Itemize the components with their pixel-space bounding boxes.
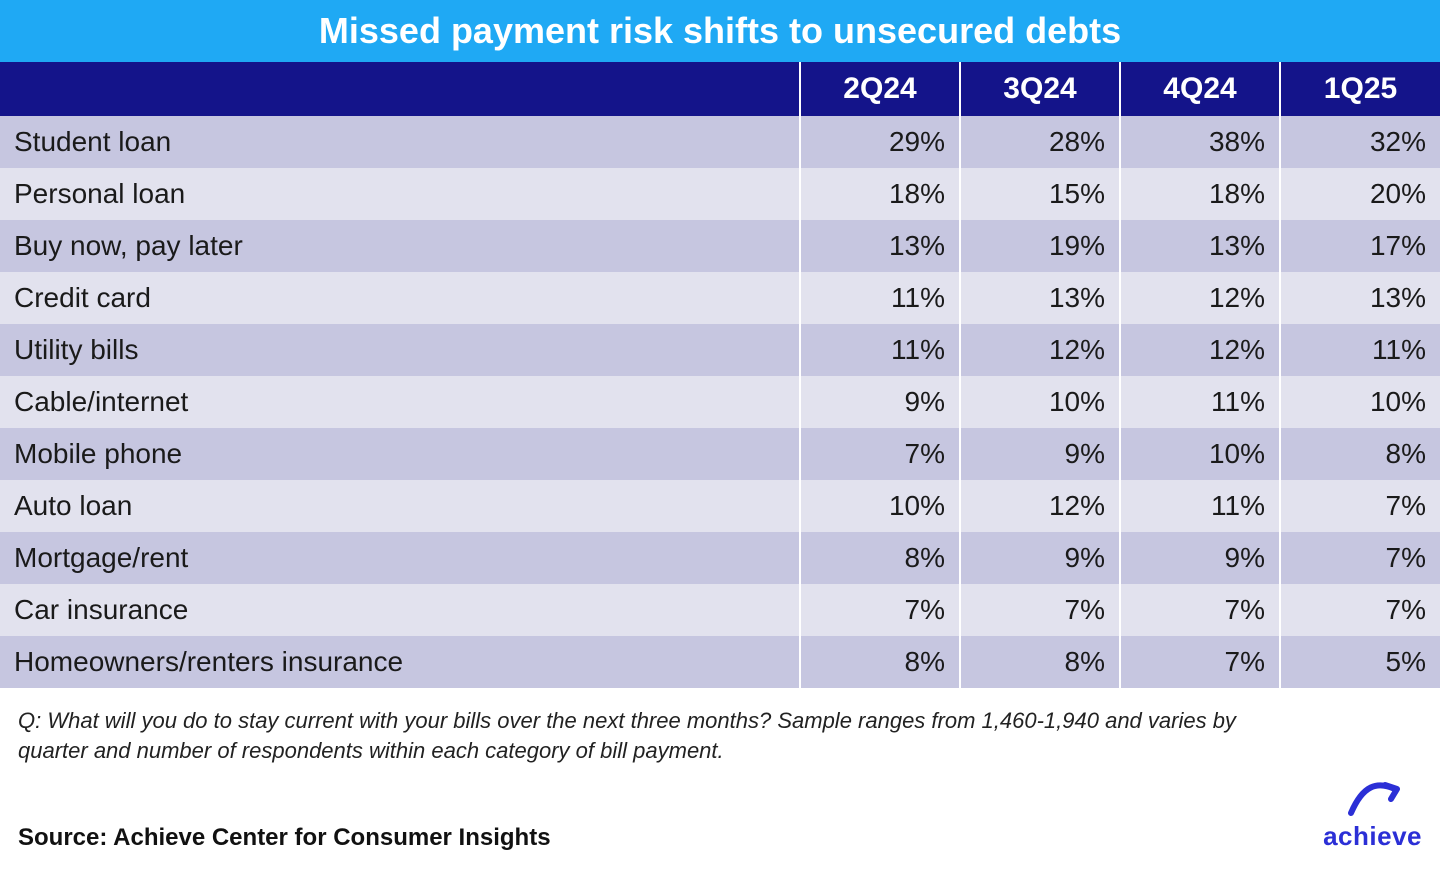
cell-value: 8% [960, 636, 1120, 688]
cell-value: 5% [1280, 636, 1440, 688]
row-label: Buy now, pay later [0, 220, 800, 272]
cell-value: 7% [960, 584, 1120, 636]
cell-value: 18% [800, 168, 960, 220]
row-label: Student loan [0, 116, 800, 168]
cell-value: 13% [1280, 272, 1440, 324]
cell-value: 28% [960, 116, 1120, 168]
table-row: Mobile phone7%9%10%8% [0, 428, 1440, 480]
row-label: Personal loan [0, 168, 800, 220]
row-label: Cable/internet [0, 376, 800, 428]
source-line: Source: Achieve Center for Consumer Insi… [18, 824, 551, 852]
cell-value: 11% [800, 324, 960, 376]
cell-value: 10% [1280, 376, 1440, 428]
table-row: Utility bills11%12%12%11% [0, 324, 1440, 376]
cell-value: 10% [960, 376, 1120, 428]
cell-value: 8% [1280, 428, 1440, 480]
cell-value: 10% [1120, 428, 1280, 480]
table-row: Buy now, pay later13%19%13%17% [0, 220, 1440, 272]
brand-text: achieve [1323, 821, 1422, 852]
table-row: Personal loan18%15%18%20% [0, 168, 1440, 220]
cell-value: 11% [1280, 324, 1440, 376]
table-row: Mortgage/rent8%9%9%7% [0, 532, 1440, 584]
row-label: Homeowners/renters insurance [0, 636, 800, 688]
header-row: 2Q24 3Q24 4Q24 1Q25 [0, 62, 1440, 116]
cell-value: 9% [1120, 532, 1280, 584]
cell-value: 12% [960, 324, 1120, 376]
row-label: Mobile phone [0, 428, 800, 480]
cell-value: 11% [1120, 480, 1280, 532]
cell-value: 38% [1120, 116, 1280, 168]
cell-value: 9% [960, 428, 1120, 480]
header-2q24: 2Q24 [800, 62, 960, 116]
chart-title: Missed payment risk shifts to unsecured … [0, 0, 1440, 62]
header-3q24: 3Q24 [960, 62, 1120, 116]
cell-value: 11% [800, 272, 960, 324]
header-blank [0, 62, 800, 116]
cell-value: 17% [1280, 220, 1440, 272]
table-row: Car insurance7%7%7%7% [0, 584, 1440, 636]
cell-value: 18% [1120, 168, 1280, 220]
cell-value: 19% [960, 220, 1120, 272]
cell-value: 13% [960, 272, 1120, 324]
cell-value: 20% [1280, 168, 1440, 220]
row-label: Utility bills [0, 324, 800, 376]
cell-value: 7% [1280, 480, 1440, 532]
row-label: Mortgage/rent [0, 532, 800, 584]
cell-value: 7% [1280, 584, 1440, 636]
cell-value: 8% [800, 636, 960, 688]
cell-value: 7% [800, 428, 960, 480]
row-label: Car insurance [0, 584, 800, 636]
achieve-icon [1345, 779, 1401, 819]
cell-value: 7% [800, 584, 960, 636]
table-row: Auto loan10%12%11%7% [0, 480, 1440, 532]
table-row: Credit card11%13%12%13% [0, 272, 1440, 324]
cell-value: 9% [960, 532, 1120, 584]
row-label: Credit card [0, 272, 800, 324]
table-row: Cable/internet9%10%11%10% [0, 376, 1440, 428]
cell-value: 32% [1280, 116, 1440, 168]
cell-value: 12% [1120, 324, 1280, 376]
data-table: 2Q24 3Q24 4Q24 1Q25 Student loan29%28%38… [0, 62, 1440, 688]
table-row: Student loan29%28%38%32% [0, 116, 1440, 168]
brand-logo: achieve [1323, 779, 1422, 852]
table-row: Homeowners/renters insurance8%8%7%5% [0, 636, 1440, 688]
cell-value: 12% [1120, 272, 1280, 324]
header-4q24: 4Q24 [1120, 62, 1280, 116]
cell-value: 7% [1280, 532, 1440, 584]
cell-value: 10% [800, 480, 960, 532]
cell-value: 29% [800, 116, 960, 168]
row-label: Auto loan [0, 480, 800, 532]
cell-value: 12% [960, 480, 1120, 532]
cell-value: 15% [960, 168, 1120, 220]
cell-value: 8% [800, 532, 960, 584]
header-1q25: 1Q25 [1280, 62, 1440, 116]
cell-value: 7% [1120, 636, 1280, 688]
footnote: Q: What will you do to stay current with… [18, 706, 1278, 765]
cell-value: 13% [800, 220, 960, 272]
cell-value: 13% [1120, 220, 1280, 272]
cell-value: 9% [800, 376, 960, 428]
cell-value: 11% [1120, 376, 1280, 428]
cell-value: 7% [1120, 584, 1280, 636]
